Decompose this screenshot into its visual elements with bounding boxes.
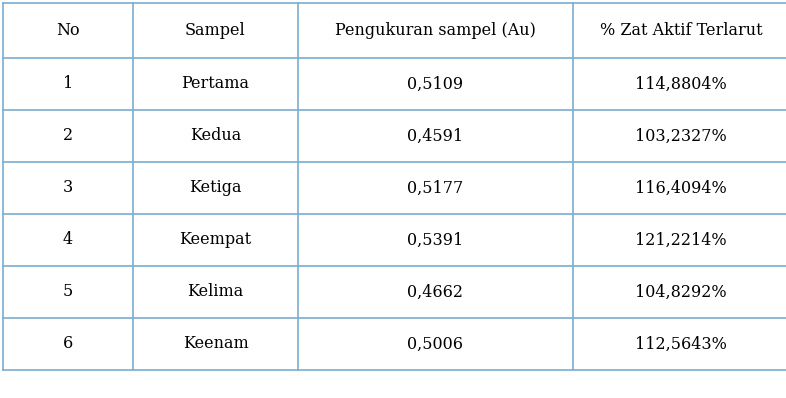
Text: Pengukuran sampel (Au): Pengukuran sampel (Au) bbox=[335, 22, 536, 39]
Text: 114,8804%: 114,8804% bbox=[635, 76, 727, 92]
Text: No: No bbox=[56, 22, 80, 39]
Text: 1: 1 bbox=[63, 76, 73, 92]
Text: 0,5391: 0,5391 bbox=[407, 232, 464, 248]
Text: Kedua: Kedua bbox=[190, 127, 241, 144]
Text: 0,4591: 0,4591 bbox=[407, 127, 464, 144]
Text: 6: 6 bbox=[63, 336, 73, 353]
Text: 112,5643%: 112,5643% bbox=[635, 336, 727, 353]
Text: 121,2214%: 121,2214% bbox=[635, 232, 727, 248]
Text: Ketiga: Ketiga bbox=[189, 179, 242, 197]
Text: 0,5006: 0,5006 bbox=[407, 336, 464, 353]
Text: Keempat: Keempat bbox=[179, 232, 252, 248]
Text: 0,5177: 0,5177 bbox=[407, 179, 464, 197]
Text: 103,2327%: 103,2327% bbox=[635, 127, 727, 144]
Text: 0,5109: 0,5109 bbox=[407, 76, 464, 92]
Text: % Zat Aktif Terlarut: % Zat Aktif Terlarut bbox=[600, 22, 762, 39]
Text: 0,4662: 0,4662 bbox=[407, 283, 464, 300]
Text: 4: 4 bbox=[63, 232, 73, 248]
Text: 3: 3 bbox=[63, 179, 73, 197]
Text: 5: 5 bbox=[63, 283, 73, 300]
Text: Pertama: Pertama bbox=[182, 76, 249, 92]
Text: Kelima: Kelima bbox=[187, 283, 244, 300]
Text: 116,4094%: 116,4094% bbox=[635, 179, 727, 197]
Text: Sampel: Sampel bbox=[185, 22, 246, 39]
Text: Keenam: Keenam bbox=[182, 336, 248, 353]
Text: 2: 2 bbox=[63, 127, 73, 144]
Text: 104,8292%: 104,8292% bbox=[635, 283, 727, 300]
